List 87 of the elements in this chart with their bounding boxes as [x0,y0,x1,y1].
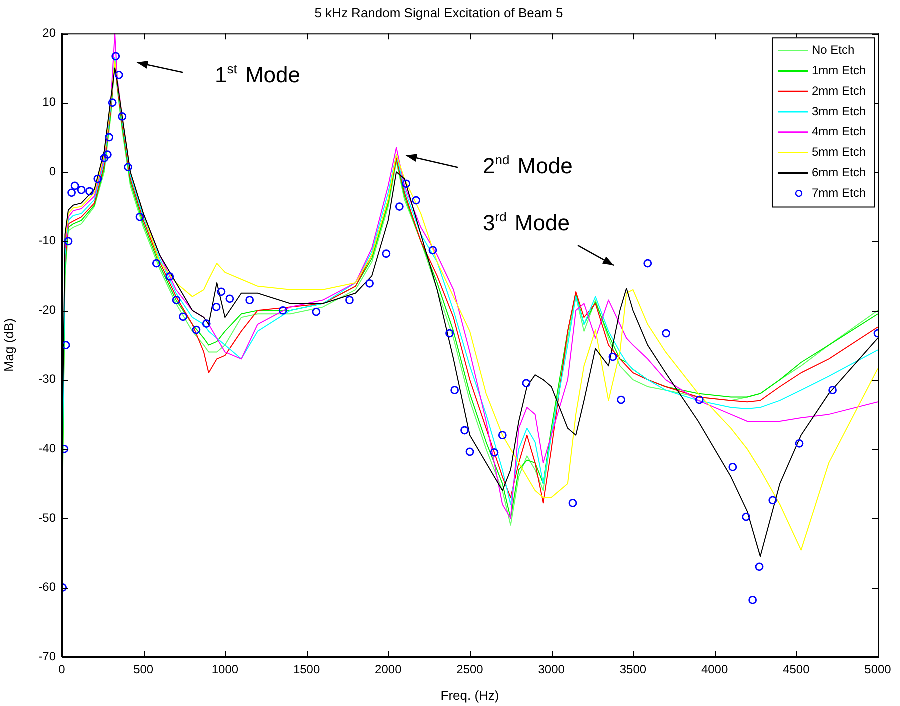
point [795,439,804,448]
point [278,306,288,315]
x-tick-label: 4000 [701,662,728,677]
point [114,70,124,80]
y-tick-label: -20 [38,302,56,317]
point [828,386,837,395]
x-tick-label: 2000 [375,662,402,677]
point [86,187,94,196]
point [748,596,758,604]
point [124,163,132,172]
y-tick-label: -50 [38,510,56,525]
point [662,329,671,338]
point [136,212,144,222]
point [755,562,764,572]
legend-label: 1mm Etch [812,64,866,78]
y-tick-label: -10 [38,234,56,248]
y-tick-label: 0 [49,164,56,178]
point [202,320,211,328]
point [450,386,460,395]
point [395,202,404,211]
point [217,288,226,296]
y-tick-label: 10 [42,95,56,110]
point [644,259,652,268]
point [108,98,117,108]
legend-label: 4mm Etch [812,124,866,139]
x-tick-label: 0 [58,662,66,677]
point [568,499,578,508]
y-tick-label: -60 [38,580,56,594]
point [70,182,80,190]
point [246,296,254,304]
point [366,279,374,288]
x-tick-label: 1000 [212,662,239,677]
y-tick-label: -70 [38,649,56,664]
point [312,308,321,316]
point [105,133,114,142]
y-tick-label: -30 [38,372,56,386]
point [152,259,161,268]
point [100,154,109,162]
point [695,396,704,404]
x-tick-label: 2500 [456,662,484,677]
x-tick-label: 500 [134,662,154,677]
x-tick-label: 3000 [538,662,566,677]
point [466,448,474,456]
point [226,294,234,304]
legend-label: No Etch [812,43,855,58]
point [402,180,411,188]
point [742,512,750,522]
point [77,186,86,194]
point [192,326,201,334]
point [118,112,127,121]
chart-title: 5 kHz Random Signal Excitation of Beam 5 [314,5,564,20]
point [446,329,454,338]
legend-label: 3mm Etch [812,104,866,118]
point [412,196,421,205]
legend-label: 6mm Etch [812,166,866,180]
legend-label: 7mm Etch [812,186,866,200]
point [212,303,221,312]
x-axis-title: Freq. (Hz) [440,688,500,703]
x-tick-label: 1500 [293,662,320,677]
point [608,352,618,362]
point [103,150,112,160]
point [166,272,174,281]
x-tick-label: 4500 [783,662,810,677]
point [768,496,778,505]
point [522,379,531,388]
point [112,52,120,61]
legend-label: 2mm Etch [812,84,866,98]
point [62,341,70,350]
point [498,431,507,440]
y-tick-label: 20 [42,26,56,40]
legend-label: 5mm Etch [812,145,866,160]
point [94,174,102,184]
point [617,396,626,404]
point [490,448,499,457]
point [728,463,738,472]
x-tick-label: 3500 [620,662,647,677]
y-tick-label: -40 [38,442,56,456]
point [460,426,469,435]
point [68,188,76,198]
x-tick-label: 5000 [864,662,892,677]
point [64,237,73,246]
point [428,246,438,255]
point [382,250,391,258]
point [172,296,181,304]
y-axis-title: Mag (dB) [1,318,16,372]
point [346,296,354,304]
point [179,312,188,322]
